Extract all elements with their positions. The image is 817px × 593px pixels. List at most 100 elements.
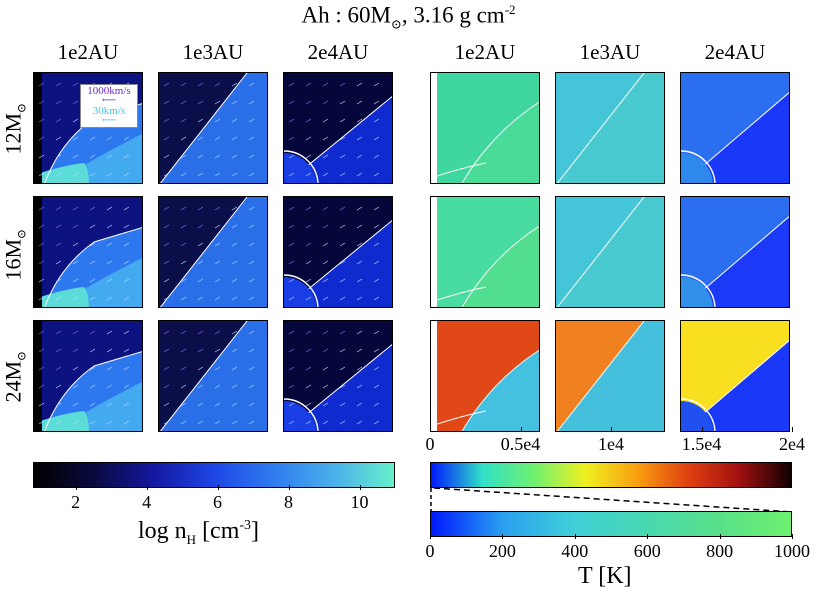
velocity-vector: [89, 348, 96, 353]
density-colorbar-tick-label: 4: [142, 492, 152, 512]
velocity-vector: [322, 296, 329, 301]
velocity-vector: [89, 420, 96, 425]
ionization-front: [284, 398, 319, 431]
velocity-vector: [55, 172, 62, 177]
shock-front: [159, 73, 248, 183]
velocity-vector: [197, 206, 204, 211]
velocity-vector: [163, 402, 170, 407]
velocity-vector: [214, 330, 221, 335]
velocity-vector: [305, 136, 312, 141]
velocity-vector: [356, 136, 363, 141]
velocity-vector: [288, 242, 295, 247]
outflow-region: [681, 73, 789, 183]
velocity-vector: [72, 384, 79, 389]
outflow-region: [681, 321, 789, 431]
velocity-vector: [231, 366, 238, 371]
velocity-vector: [305, 420, 312, 425]
velocity-vector: [339, 348, 346, 353]
velocity-vector: [38, 82, 45, 87]
velocity-vector: [197, 242, 204, 247]
velocity-vector: [231, 278, 238, 283]
ionization-front: [284, 274, 319, 307]
velocity-vector: [197, 82, 204, 87]
velocity-vector: [38, 260, 45, 265]
density-colorbar-tick-label: 2: [71, 492, 81, 512]
velocity-vector: [248, 348, 255, 353]
shock-front: [461, 349, 539, 431]
temperature-colorbar-zoom-tick-label: 0: [425, 541, 435, 561]
velocity-vector: [288, 118, 295, 123]
velocity-vector: [231, 206, 238, 211]
velocity-vector: [38, 224, 45, 229]
velocity-vector: [214, 172, 221, 177]
axis-void: [34, 197, 42, 307]
density-colorbar-tickmark: [146, 485, 148, 490]
velocity-vector: [197, 296, 204, 301]
density-panel-r2-1e3AU: [158, 196, 268, 308]
velocity-vector: [55, 136, 62, 141]
velocity-vector: [248, 330, 255, 335]
velocity-vector: [356, 206, 363, 211]
velocity-vector: [305, 172, 312, 177]
velocity-vector: [322, 402, 329, 407]
row-label-12M: 12M⊙: [0, 102, 29, 155]
velocity-vector: [197, 136, 204, 141]
velocity-vector: [72, 172, 79, 177]
velocity-vector: [38, 420, 45, 425]
temperature-colorbar-zoom-tick-label: 800: [706, 541, 734, 561]
hii-region: [681, 153, 713, 183]
velocity-vector: [55, 420, 62, 425]
core-region: [34, 163, 89, 183]
velocity-vector: [305, 348, 312, 353]
velocity-vector: [214, 154, 221, 159]
velocity-vector: [356, 242, 363, 247]
velocity-vector: [72, 296, 79, 301]
velocity-vector: [38, 154, 45, 159]
velocity-vector: [123, 402, 130, 407]
temperature-panel-r1-2e4AU: [680, 72, 790, 184]
velocity-vector: [55, 384, 62, 389]
velocity-vector: [197, 172, 204, 177]
velocity-vector: [356, 224, 363, 229]
velocity-vector: [248, 118, 255, 123]
velocity-vector: [373, 348, 380, 353]
density-colorbar: [33, 462, 395, 488]
velocity-vector: [106, 420, 113, 425]
velocity-vector: [356, 154, 363, 159]
velocity-vector: [288, 330, 295, 335]
velocity-vector: [322, 172, 329, 177]
temperature-panel-r1-1e3AU: [555, 72, 665, 184]
velocity-vector: [163, 384, 170, 389]
velocity-vector: [89, 278, 96, 283]
ionization-front: [681, 150, 716, 183]
velocity-vector: [163, 136, 170, 141]
velocity-vector: [89, 296, 96, 301]
velocity-vector: [322, 100, 329, 105]
velocity-vector: [373, 82, 380, 87]
velocity-vector: [214, 242, 221, 247]
velocity-vector: [322, 154, 329, 159]
velocity-vector: [373, 136, 380, 141]
temperature-colorbar-full-tick-label: 2e4: [779, 434, 805, 454]
velocity-vector: [356, 330, 363, 335]
velocity-vector: [106, 154, 113, 159]
velocity-vector: [72, 420, 79, 425]
velocity-vector: [214, 260, 221, 265]
shock-front: [44, 351, 142, 431]
density-colorbar-tickmark: [75, 485, 77, 490]
velocity-vector: [106, 224, 113, 229]
velocity-vector: [123, 260, 130, 265]
velocity-vector: [288, 420, 295, 425]
velocity-vector: [373, 260, 380, 265]
velocity-vector: [72, 118, 79, 123]
velocity-vector: [123, 330, 130, 335]
velocity-vector: [163, 172, 170, 177]
shock-front: [461, 101, 539, 183]
velocity-vector: [231, 402, 238, 407]
velocity-vector: [89, 260, 96, 265]
velocity-vector: [180, 366, 187, 371]
velocity-vector: [55, 296, 62, 301]
velocity-vector: [305, 242, 312, 247]
velocity-legend: 1000km/s ⟵ 30km/s ⟵: [80, 84, 138, 128]
velocity-vector: [180, 242, 187, 247]
